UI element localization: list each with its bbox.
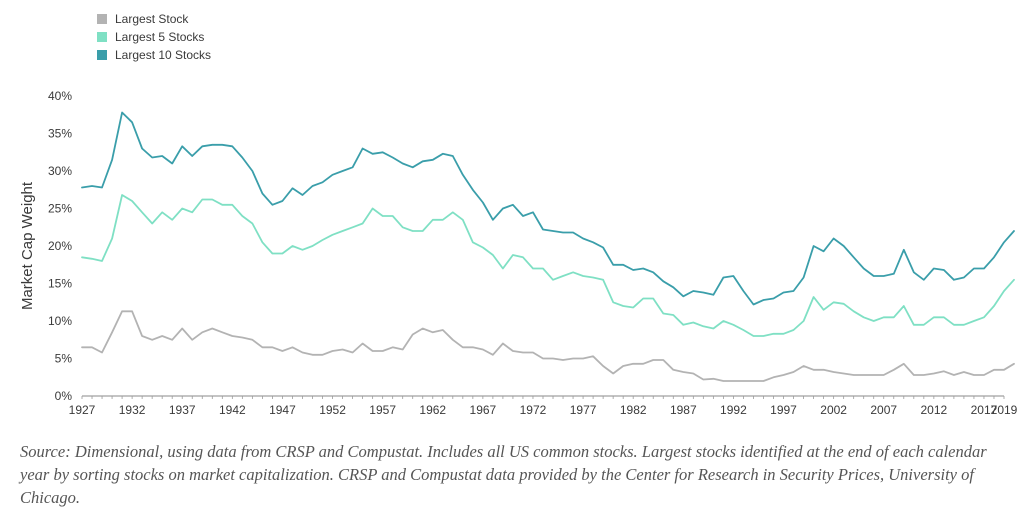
y-axis-ticks: 0% 5% 10% 15% 20% 25% 30% 35% 40% (48, 89, 72, 403)
x-tick-label: 1947 (269, 403, 296, 417)
x-tick-label: 1977 (570, 403, 597, 417)
x-tick-label: 2007 (870, 403, 897, 417)
series-lines (81, 111, 1015, 382)
x-tick-label: 1957 (369, 403, 396, 417)
y-tick-label: 0% (55, 389, 73, 403)
x-tick-label: 1942 (219, 403, 246, 417)
y-tick-label: 5% (55, 352, 73, 366)
x-tick-label: 1962 (419, 403, 446, 417)
x-tick-label: 1952 (319, 403, 346, 417)
legend-swatch-largest-stock (97, 14, 107, 24)
x-tick-label: 1997 (770, 403, 797, 417)
y-tick-label: 25% (48, 202, 72, 216)
series-line-largest-5-stocks (81, 194, 1015, 337)
legend-label-largest-stock: Largest Stock (115, 12, 189, 26)
legend-label-largest-10-stocks: Largest 10 Stocks (115, 48, 211, 62)
x-tick-label: 1982 (620, 403, 647, 417)
x-tick-label: 1927 (69, 403, 96, 417)
y-tick-label: 20% (48, 239, 72, 253)
legend: Largest Stock Largest 5 Stocks Largest 10 … (97, 12, 211, 62)
series-line-largest-stock (81, 310, 1015, 382)
x-tick-label: 1932 (119, 403, 146, 417)
x-tick-label: 1992 (720, 403, 747, 417)
x-tick-label: 2019 (991, 403, 1018, 417)
x-tick-label: 1987 (670, 403, 697, 417)
legend-swatch-largest-10-stocks (97, 50, 107, 60)
legend-swatch-largest-5-stocks (97, 32, 107, 42)
x-tick-label: 2017 (971, 403, 998, 417)
x-tick-label: 1972 (520, 403, 547, 417)
y-tick-label: 40% (48, 89, 72, 103)
y-axis-label: Market Cap Weight (19, 181, 36, 310)
series-line-largest-10-stocks (81, 111, 1015, 306)
x-tick-label: 1937 (169, 403, 196, 417)
market-cap-weight-chart: Largest Stock Largest 5 Stocks Largest 10 … (19, 12, 1018, 417)
x-axis: 1927 1932 1937 1942 1947 1952 1957 1962 1967 1972… (69, 395, 1018, 417)
x-tick-label: 2012 (920, 403, 947, 417)
y-tick-label: 30% (48, 164, 72, 178)
legend-label-largest-5-stocks: Largest 5 Stocks (115, 30, 204, 44)
x-tick-label: 2002 (820, 403, 847, 417)
source-caption: Source: Dimensional, using data from CRS… (20, 442, 987, 507)
x-tick-label: 1967 (470, 403, 497, 417)
y-tick-label: 35% (48, 127, 72, 141)
y-tick-label: 15% (48, 277, 72, 291)
y-tick-label: 10% (48, 314, 72, 328)
